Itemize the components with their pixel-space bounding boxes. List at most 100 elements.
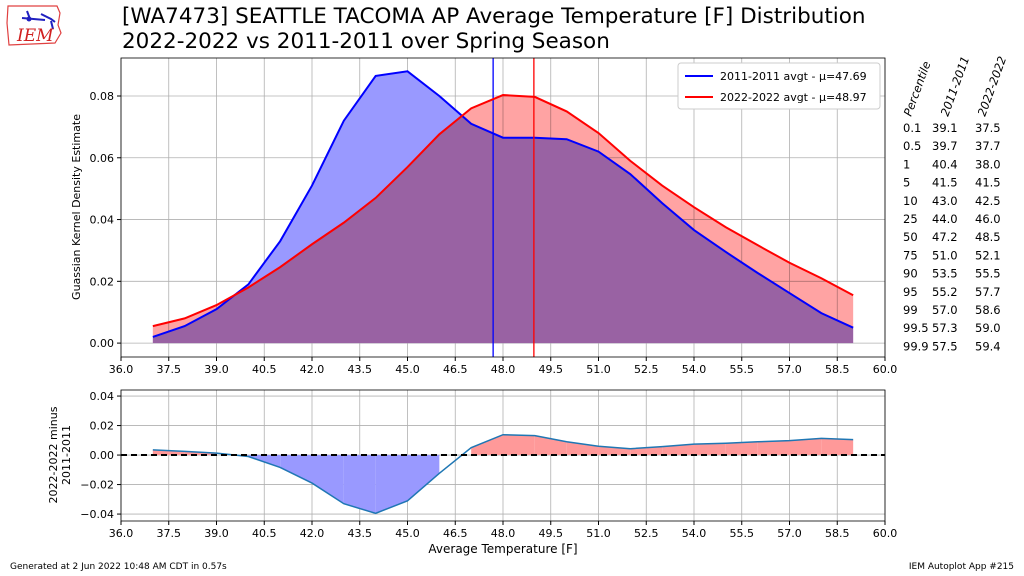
top-x-tick-label: 52.5 <box>634 363 659 376</box>
table-header: 2011-2011 <box>938 54 973 118</box>
bottom-y-tick-label: 0.00 <box>90 449 115 462</box>
bottom-y-tick-label: 0.04 <box>90 390 115 403</box>
top-x-tick-label: 51.0 <box>586 363 611 376</box>
top-axes-frame <box>120 57 886 358</box>
top-x-tick-label: 45.0 <box>395 363 420 376</box>
table-cell: 1 <box>903 157 910 171</box>
bottom-x-tick-label: 39.0 <box>204 527 229 540</box>
table-cell: 43.0 <box>932 194 958 208</box>
svg-text:IEM: IEM <box>16 26 54 46</box>
table-cell: 39.7 <box>932 139 958 153</box>
table-cell: 99.5 <box>903 321 929 335</box>
table-header: 2022-2022 <box>975 54 1010 118</box>
table-cell: 57.5 <box>932 339 958 353</box>
table-cell: 53.5 <box>932 267 958 281</box>
chart-title: [WA7473] SEATTLE TACOMA AP Average Tempe… <box>122 4 866 54</box>
table-cell: 39.1 <box>932 121 958 135</box>
bottom-x-tick-label: 45.0 <box>395 527 420 540</box>
top-y-label: Guassian Kernel Density Estimate <box>70 114 83 300</box>
top-x-tick-label: 55.5 <box>730 363 755 376</box>
bottom-y-label: 2022-2022 minus <box>47 406 60 503</box>
table-cell: 51.0 <box>932 248 958 262</box>
difference-fill <box>375 455 408 514</box>
bottom-x-tick-label: 48.0 <box>491 527 516 540</box>
top-x-tick-label: 40.5 <box>252 363 277 376</box>
table-header: Percentile <box>901 59 934 118</box>
table-cell: 75 <box>903 248 918 262</box>
bottom-x-tick-label: 51.0 <box>586 527 611 540</box>
table-cell: 58.6 <box>975 303 1001 317</box>
top-y-tick-label: 0.02 <box>90 275 115 288</box>
table-cell: 99.9 <box>903 339 929 353</box>
table-cell: 48.5 <box>975 230 1001 244</box>
difference-fill <box>789 438 822 456</box>
bottom-y-tick-label: −0.02 <box>80 479 114 492</box>
table-cell: 57.3 <box>932 321 958 335</box>
table-cell: 52.1 <box>975 248 1001 262</box>
difference-fill <box>694 443 726 456</box>
bottom-axes-frame <box>120 389 886 522</box>
table-cell: 40.4 <box>932 157 958 171</box>
bottom-x-tick-label: 40.5 <box>252 527 277 540</box>
difference-fill <box>407 455 440 501</box>
difference-fill <box>725 441 758 456</box>
top-x-tick-label: 54.0 <box>682 363 707 376</box>
difference-fill <box>343 455 376 514</box>
difference-line <box>152 433 854 515</box>
bottom-x-tick-label: 46.5 <box>443 527 468 540</box>
difference-fill <box>662 444 694 456</box>
top-x-tick-label: 36.0 <box>109 363 134 376</box>
table-cell: 99 <box>903 303 918 317</box>
bottom-x-tick-label: 54.0 <box>682 527 707 540</box>
top-x-tick-label: 39.0 <box>204 363 229 376</box>
bottom-x-tick-label: 49.5 <box>539 527 564 540</box>
bottom-y-tick-label: 0.02 <box>90 420 115 433</box>
density-line-1 <box>152 94 854 328</box>
top-y-tick-label: 0.04 <box>90 214 115 227</box>
table-cell: 25 <box>903 212 918 226</box>
bottom-y-tick-label: −0.04 <box>80 508 114 521</box>
difference-fill <box>757 440 790 456</box>
table-cell: 37.7 <box>975 139 1001 153</box>
bottom-x-tick-label: 55.5 <box>730 527 755 540</box>
top-x-tick-label: 43.5 <box>348 363 373 376</box>
legend-label: 2011-2011 avgt - μ=47.69 <box>720 70 867 83</box>
iem-logo: IEM <box>5 3 63 53</box>
top-y-tick-label: 0.08 <box>90 90 115 103</box>
top-x-tick-label: 49.5 <box>539 363 564 376</box>
table-cell: 59.0 <box>975 321 1001 335</box>
top-x-tick-label: 58.5 <box>825 363 850 376</box>
bottom-x-tick-label: 60.0 <box>873 527 898 540</box>
footer-app: IEM Autoplot App #215 <box>908 562 1014 572</box>
top-x-tick-label: 42.0 <box>300 363 325 376</box>
top-y-tick-label: 0.06 <box>90 152 115 165</box>
table-cell: 10 <box>903 194 918 208</box>
title-line-1: [WA7473] SEATTLE TACOMA AP Average Tempe… <box>122 4 866 29</box>
top-y-tick-label: 0.00 <box>90 337 115 350</box>
table-cell: 50 <box>903 230 918 244</box>
legend-box <box>677 62 881 110</box>
legend-label: 2022-2022 avgt - μ=48.97 <box>720 91 867 104</box>
table-cell: 44.0 <box>932 212 958 226</box>
bottom-x-tick-label: 58.5 <box>825 527 850 540</box>
table-cell: 57.7 <box>975 285 1001 299</box>
table-cell: 46.0 <box>975 212 1001 226</box>
difference-fill <box>821 438 854 456</box>
bottom-x-tick-label: 52.5 <box>634 527 659 540</box>
top-x-tick-label: 60.0 <box>873 363 898 376</box>
table-cell: 0.5 <box>903 139 921 153</box>
top-x-tick-label: 48.0 <box>491 363 516 376</box>
density-line-0 <box>152 70 854 338</box>
table-cell: 0.1 <box>903 121 921 135</box>
table-cell: 95 <box>903 285 918 299</box>
bottom-x-tick-label: 37.5 <box>157 527 182 540</box>
bottom-x-tick-label: 57.0 <box>777 527 802 540</box>
table-cell: 42.5 <box>975 194 1001 208</box>
difference-fill <box>503 434 535 456</box>
top-x-tick-label: 46.5 <box>443 363 468 376</box>
bottom-y-label: 2011-2011 <box>60 425 73 485</box>
table-cell: 55.2 <box>932 285 958 299</box>
table-cell: 59.4 <box>975 339 1001 353</box>
table-cell: 41.5 <box>975 176 1001 190</box>
